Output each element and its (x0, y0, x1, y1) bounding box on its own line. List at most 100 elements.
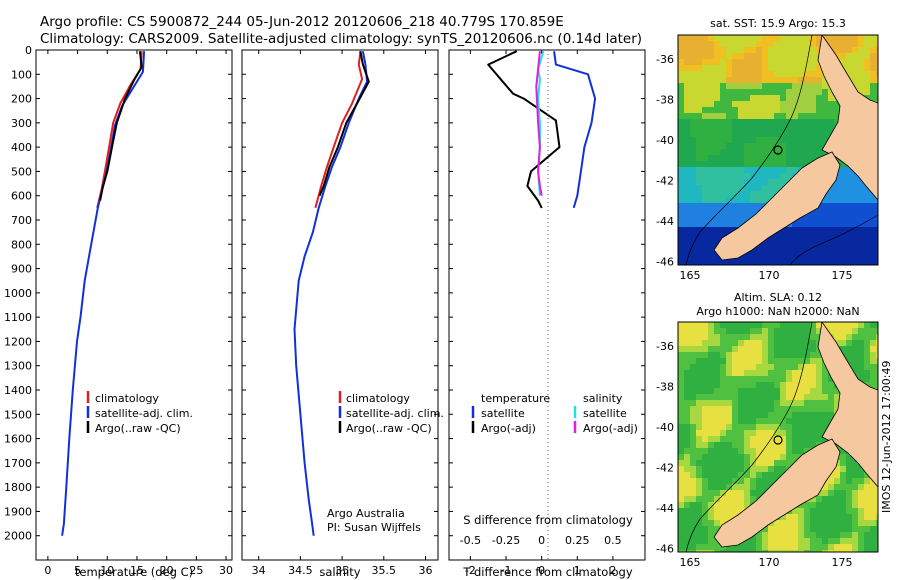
map-x-tick-label: 170 (759, 269, 780, 282)
land-north-island (817, 322, 878, 488)
map-y-tick-label: -42 (656, 462, 674, 475)
y-tick-label: 200 (11, 93, 32, 106)
sst-map-title: sat. SST: 15.9 Argo: 15.3 (710, 17, 846, 30)
map-x-tick-label: 170 (759, 556, 780, 569)
legend-argo: Argo(..raw -QC) (95, 422, 181, 435)
sla-map-title: Altim. SLA: 0.12 (734, 291, 822, 304)
contour-line (789, 214, 878, 265)
y-tick-label: 1500 (4, 408, 32, 421)
y-tick-label: 300 (11, 117, 32, 130)
y-tick-label: 800 (11, 238, 32, 251)
legend-salinity-heading: salinity (583, 392, 623, 405)
legend-temp-argo: Argo(-adj) (481, 422, 536, 435)
x-tick-label: 10 (100, 564, 114, 577)
legend-satellite-adj: satellite-adj. clim. (346, 407, 444, 420)
series-line (61, 51, 146, 536)
land-north-island (817, 35, 878, 201)
x-tick-label: 20 (160, 564, 174, 577)
map-y-tick-label: -44 (656, 502, 674, 515)
legend-temp-satellite: satellite (481, 407, 525, 420)
argo-position-marker (773, 145, 783, 155)
y-tick-label: 100 (11, 68, 32, 81)
y-tick-label: 500 (11, 165, 32, 178)
map-x-tick-label: 175 (832, 556, 853, 569)
sla-map (677, 321, 879, 553)
x-tick-label-salinity: 0 (538, 534, 545, 547)
y-tick-label: 600 (11, 190, 32, 203)
credit-line-1: Argo Australia (327, 507, 405, 520)
y-tick-label: 700 (11, 214, 32, 227)
x-tick-label-salinity: -0.5 (460, 534, 481, 547)
difference-axes (448, 49, 646, 561)
x-tick-label: 0 (538, 564, 545, 577)
series-line (293, 51, 369, 536)
map-y-tick-label: -38 (656, 94, 674, 107)
legend-sal-satellite: satellite (583, 407, 627, 420)
credit-line-2: PI: Susan Wijffels (327, 521, 421, 534)
temperature-axes (35, 49, 233, 561)
x-tick-label: 35 (335, 564, 349, 577)
land-south-island (713, 438, 841, 548)
x-tick-label: 34.5 (288, 564, 313, 577)
difference-legend: temperature salinity satellite Argo(-adj… (471, 392, 638, 435)
map-x-tick-label: 165 (680, 269, 701, 282)
x-tick-label: 35.5 (372, 564, 397, 577)
x-tick-label: 0 (44, 564, 51, 577)
map-y-tick-label: -40 (656, 134, 674, 147)
map-y-tick-label: -40 (656, 421, 674, 434)
salinity-legend: climatology satellite-adj. clim. Argo(..… (338, 391, 444, 435)
x-tick-label-salinity: 0.5 (604, 534, 622, 547)
map-y-tick-label: -42 (656, 175, 674, 188)
y-tick-label: 900 (11, 263, 32, 276)
map-y-tick-label: -38 (656, 381, 674, 394)
map-y-tick-label: -46 (656, 256, 674, 269)
series-line (487, 50, 561, 209)
map-y-tick-label: -46 (656, 543, 674, 556)
map-x-tick-label: 175 (832, 269, 853, 282)
y-tick-label: 1600 (4, 433, 32, 446)
salinity-series-group (293, 51, 370, 536)
map-x-tick-label: 165 (680, 556, 701, 569)
timestamp-stamp: IMOS 12-Jun-2012 17:00:49 (880, 360, 893, 513)
series-line (99, 51, 143, 201)
temperature-series-group (61, 51, 146, 536)
legend-argo: Argo(..raw -QC) (346, 422, 432, 435)
legend-climatology: climatology (346, 392, 410, 405)
y-tick-label: 0 (25, 44, 32, 57)
series-line (553, 51, 597, 209)
map-y-tick-label: -44 (656, 215, 674, 228)
sla-map-subtitle: Argo h1000: NaN h2000: NaN (696, 305, 859, 318)
argo-position-marker (773, 435, 783, 445)
y-tick-label: 1700 (4, 457, 32, 470)
figure-title-line-1: Argo profile: CS 5900872_244 05-Jun-2012… (40, 14, 564, 30)
x-tick-label: 36 (418, 564, 432, 577)
sst-map (677, 34, 879, 266)
y-tick-label: 1900 (4, 505, 32, 518)
difference-xlabel: T difference from climatology (462, 565, 633, 579)
y-tick-label: 1200 (4, 335, 32, 348)
map-y-tick-label: -36 (656, 340, 674, 353)
x-tick-label: 5 (74, 564, 81, 577)
x-tick-label: 25 (189, 564, 203, 577)
temperature-xlabel: temperature (deg C) (75, 565, 193, 579)
y-tick-label: 1000 (4, 287, 32, 300)
salinity-axes (241, 49, 439, 561)
contour-line (685, 322, 813, 552)
x-tick-label: 30 (219, 564, 233, 577)
x-tick-label: 2 (609, 564, 616, 577)
y-tick-label: 2000 (4, 530, 32, 543)
difference-series-group (487, 50, 597, 209)
difference-xlabel-salinity: S difference from climatology (463, 513, 633, 527)
x-tick-label-salinity: 0.25 (565, 534, 590, 547)
temperature-legend: climatology satellite-adj. clim. Argo(..… (86, 391, 193, 435)
y-tick-label: 1300 (4, 360, 32, 373)
x-tick-label: -1 (501, 564, 512, 577)
contour-line (685, 35, 813, 265)
x-tick-label: -2 (465, 564, 476, 577)
y-tick-label: 400 (11, 141, 32, 154)
figure-title-line-2: Climatology: CARS2009. Satellite-adjuste… (40, 31, 643, 47)
y-tick-label: 1800 (4, 481, 32, 494)
x-tick-label: 15 (130, 564, 144, 577)
land-south-island (713, 151, 841, 261)
